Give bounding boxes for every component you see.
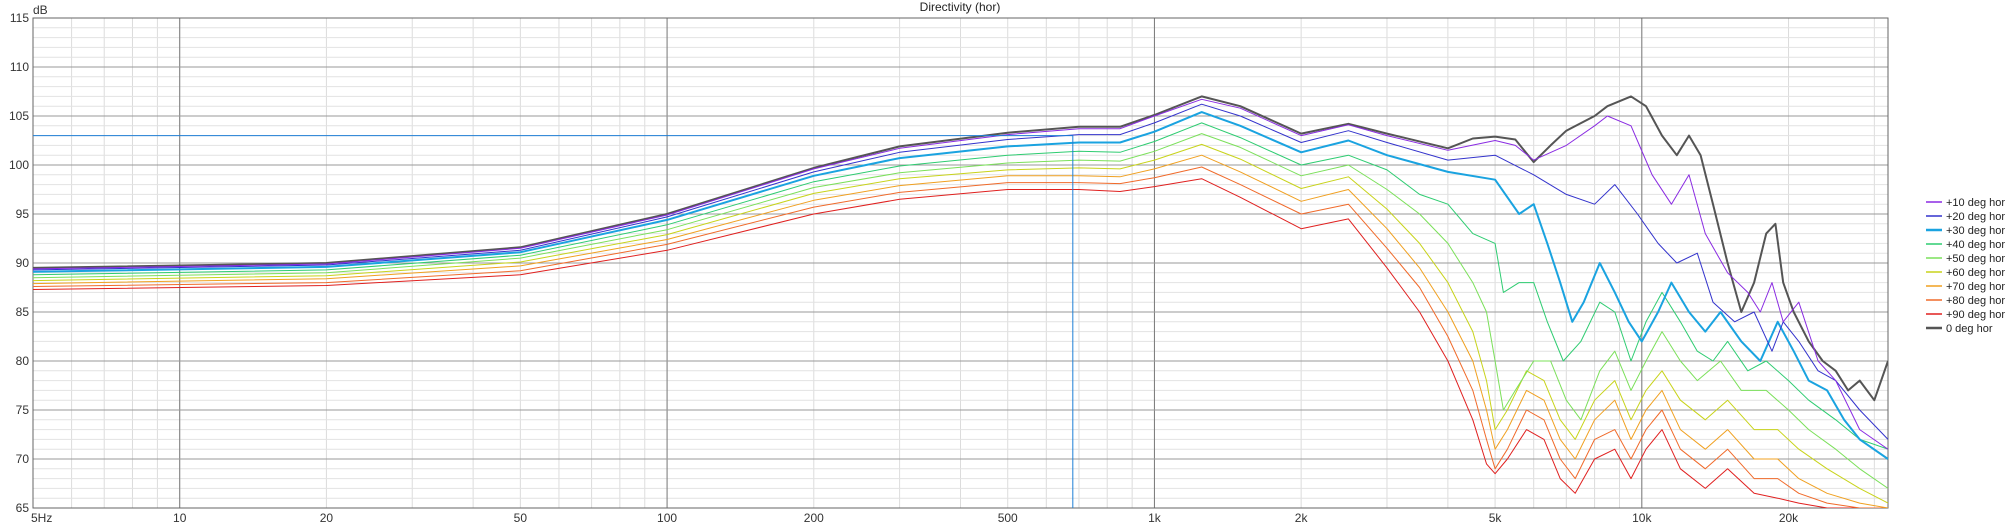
x-tick-label: 2k xyxy=(1295,511,1309,525)
x-tick-label: 50 xyxy=(514,511,528,525)
legend-entry-label: +20 deg hor xyxy=(1946,211,2005,223)
series-line-10 xyxy=(33,95,1888,402)
legend-entry-label: +40 deg hor xyxy=(1946,239,2005,251)
x-tick-labels: 5Hz 10 20 50 100 200 500 1k 2k 5k 10k 20k xyxy=(31,511,1799,525)
y-tick-label: 85 xyxy=(16,305,30,319)
x-tick-label: 10k xyxy=(1632,511,1652,525)
y-tick-label: 115 xyxy=(10,11,29,25)
legend-entry-label: +70 deg hor xyxy=(1946,281,2005,293)
legend-entry-label: +90 deg hor xyxy=(1946,309,2005,321)
y-tick-label: 70 xyxy=(16,452,30,466)
series-line-2 xyxy=(33,103,1888,440)
y-tick-label: 105 xyxy=(9,109,29,123)
legend: +10 deg hor +20 deg hor +30 deg hor +40 deg… xyxy=(1926,197,2005,335)
x-tick-label: 500 xyxy=(998,511,1018,525)
y-tick-label: 75 xyxy=(16,403,30,417)
y-tick-labels: 115 110 105 100 95 90 85 80 75 70 65 xyxy=(9,11,29,515)
series-line-8 xyxy=(33,166,1888,508)
legend-entry-label: +80 deg hor xyxy=(1946,295,2005,307)
series-line-3 xyxy=(33,111,1888,460)
series-line-7 xyxy=(33,154,1888,508)
x-tick-label: 5k xyxy=(1489,511,1503,525)
y-tick-label: 90 xyxy=(16,256,30,270)
series-lines xyxy=(33,95,1888,508)
x-tick-label: 20 xyxy=(320,511,334,525)
y-tick-label: 100 xyxy=(9,158,29,172)
legend-entry-label: 0 deg hor xyxy=(1946,323,1993,335)
y-tick-label: 65 xyxy=(16,501,30,515)
x-tick-label: 100 xyxy=(657,511,677,525)
series-line-5 xyxy=(33,133,1888,489)
legend-entry-label: +60 deg hor xyxy=(1946,267,2005,279)
y-tick-label: 95 xyxy=(16,207,30,221)
series-line-1 xyxy=(33,98,1888,450)
legend-entry-label: +10 deg hor xyxy=(1946,197,2005,209)
series-line-9 xyxy=(33,178,1888,508)
x-tick-label: 5Hz xyxy=(31,511,52,525)
x-tick-label: 20k xyxy=(1779,511,1799,525)
series-line-4 xyxy=(33,122,1888,450)
plot-frame xyxy=(32,17,1889,509)
series-line-6 xyxy=(33,143,1888,504)
x-tick-label: 200 xyxy=(804,511,824,525)
cursor-crosshair[interactable] xyxy=(33,135,1074,508)
y-tick-label: 110 xyxy=(10,60,29,74)
y-axis-unit-label: dB xyxy=(33,3,48,17)
legend-entry-label: +30 deg hor xyxy=(1946,225,2005,237)
y-tick-label: 80 xyxy=(16,354,30,368)
x-tick-label: 10 xyxy=(173,511,187,525)
legend-entry-label: +50 deg hor xyxy=(1946,253,2005,265)
chart-title: Directivity (hor) xyxy=(920,0,1001,14)
x-tick-label: 1k xyxy=(1148,511,1162,525)
